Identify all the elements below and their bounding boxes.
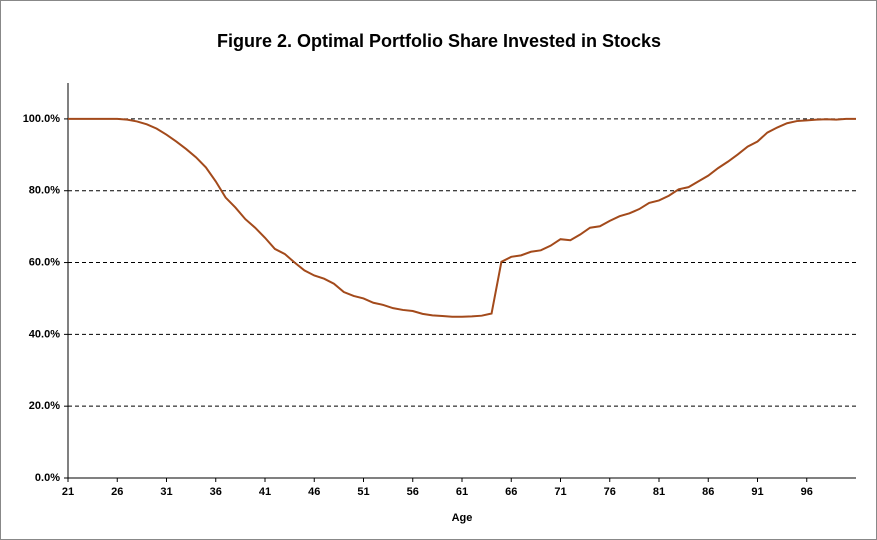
y-tick-label: 80.0% — [29, 185, 60, 197]
y-tick-label: 0.0% — [35, 472, 60, 484]
x-tick-label: 86 — [702, 486, 714, 498]
y-tick-label: 60.0% — [29, 256, 60, 268]
x-tick-label: 36 — [210, 486, 222, 498]
x-tick-label: 76 — [604, 486, 616, 498]
x-tick-label: 66 — [505, 486, 517, 498]
y-tick-label: 40.0% — [29, 328, 60, 340]
x-tick-label: 71 — [554, 486, 566, 498]
x-tick-label: 31 — [160, 486, 172, 498]
x-tick-label: 61 — [456, 486, 468, 498]
x-tick-label: 46 — [308, 486, 320, 498]
chart-title: Figure 2. Optimal Portfolio Share Invest… — [217, 31, 661, 51]
x-tick-label: 41 — [259, 486, 271, 498]
x-tick-label: 96 — [801, 486, 813, 498]
x-tick-label: 81 — [653, 486, 665, 498]
x-tick-label: 91 — [751, 486, 763, 498]
x-tick-label: 56 — [407, 486, 419, 498]
x-axis-label: Age — [452, 512, 473, 524]
x-tick-label: 51 — [357, 486, 369, 498]
x-tick-label: 21 — [62, 486, 74, 498]
y-tick-label: 100.0% — [23, 113, 61, 125]
y-tick-label: 20.0% — [29, 400, 60, 412]
data-line — [68, 117, 856, 318]
x-tick-label: 26 — [111, 486, 123, 498]
